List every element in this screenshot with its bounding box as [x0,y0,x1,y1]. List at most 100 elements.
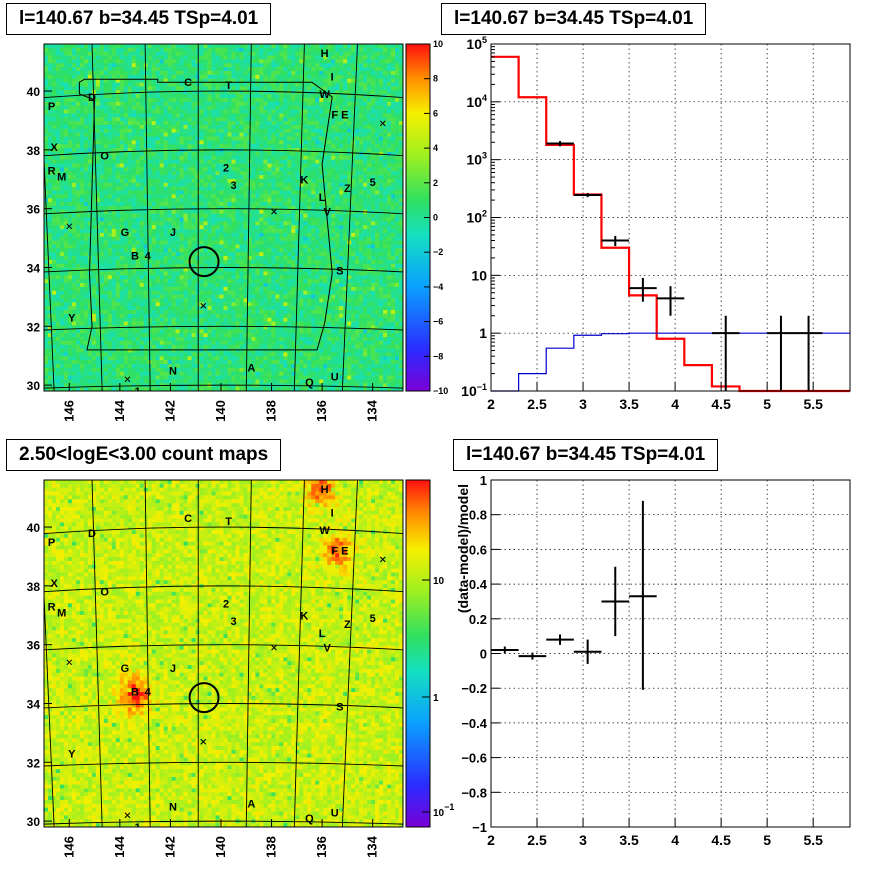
map-pixel [235,144,240,149]
map-pixel [231,59,236,64]
map-pixel [183,163,188,168]
map-pixel [291,97,296,103]
map-pixel [83,213,89,218]
map-pixel [223,94,228,99]
map-pixel [67,121,73,126]
map-pixel [211,202,216,207]
map-pixel [311,217,316,222]
map-pixel [283,67,288,72]
map-pixel [387,175,392,180]
map-pixel [103,148,109,153]
map-pixel [383,213,388,218]
map-pixel [135,240,141,245]
map-pixel [391,171,396,176]
map-pixel [135,198,141,203]
map-pixel [199,90,204,95]
map-pixel [123,178,129,184]
map-pixel [63,124,69,130]
map-pixel [183,167,188,172]
map-pixel [255,217,260,222]
map-pixel [143,51,149,56]
map-pixel [327,155,332,160]
map-pixel [63,51,69,56]
map-pixel [291,47,296,53]
map-pixel [399,190,403,195]
map-pixel [123,236,129,241]
map-pixel [347,124,352,130]
map-pixel [379,113,384,118]
map-pixel [203,101,208,106]
map-pixel [259,144,264,149]
map-pixel [395,51,400,56]
map-pixel [83,124,89,130]
map-pixel [151,113,156,118]
map-pixel [271,101,276,106]
map-pixel [287,159,292,164]
map-pixel [399,151,403,157]
map-pixel [143,240,149,245]
map-pixel [307,209,312,214]
map-pixel [227,94,232,99]
map-pixel [135,194,141,199]
map-pixel [371,74,376,79]
map-pixel [75,94,81,99]
map-pixel [235,109,240,114]
map-pixel [247,82,252,87]
map-pixel [263,51,268,56]
map-pixel [123,248,129,253]
map-pixel [395,221,400,226]
map-pixel [391,225,396,230]
map-pixel [363,55,368,60]
map-pixel [283,202,288,207]
map-pixel [207,175,212,180]
map-pixel [211,232,216,238]
map-pixel [91,78,97,83]
map-pixel [99,47,105,53]
map-pixel [211,144,216,149]
map-pixel [219,86,224,91]
map-pixel [359,140,364,145]
map-pixel [67,67,73,72]
map-pixel [44,155,49,160]
map-pixel [311,182,316,187]
map-pixel [223,217,228,222]
map-pixel [251,217,256,222]
map-pixel [67,124,73,130]
map-pixel [207,209,212,214]
map-pixel [319,244,324,249]
map-pixel [387,186,392,191]
map-pixel [263,217,268,222]
map-pixel [347,113,352,118]
map-pixel [103,236,109,241]
map-pixel [143,182,149,187]
map-pixel [235,151,240,157]
map-pixel [251,144,256,149]
map-pixel [399,186,403,191]
map-pixel [351,163,356,168]
map-pixel [187,171,192,176]
map-pixel [203,113,208,118]
map-pixel [327,225,332,230]
map-pixel [79,109,85,114]
map-pixel [343,248,348,253]
map-pixel [283,213,288,218]
map-pixel [171,198,176,203]
map-pixel [99,186,105,191]
map-pixel [227,182,232,187]
map-pixel [95,163,101,168]
map-pixel [71,232,77,238]
map-pixel [75,229,81,234]
map-pixel [311,232,316,238]
map-pixel [135,97,141,103]
map-pixel [243,240,248,245]
map-pixel [391,240,396,245]
map-pixel [111,151,117,157]
map-pixel [275,159,280,164]
map-pixel [123,163,129,168]
map-pixel [167,59,172,64]
map-pixel [347,213,352,218]
map-pixel [351,229,356,234]
map-pixel [111,86,117,91]
map-pixel [83,86,89,91]
map-pixel [83,186,89,191]
